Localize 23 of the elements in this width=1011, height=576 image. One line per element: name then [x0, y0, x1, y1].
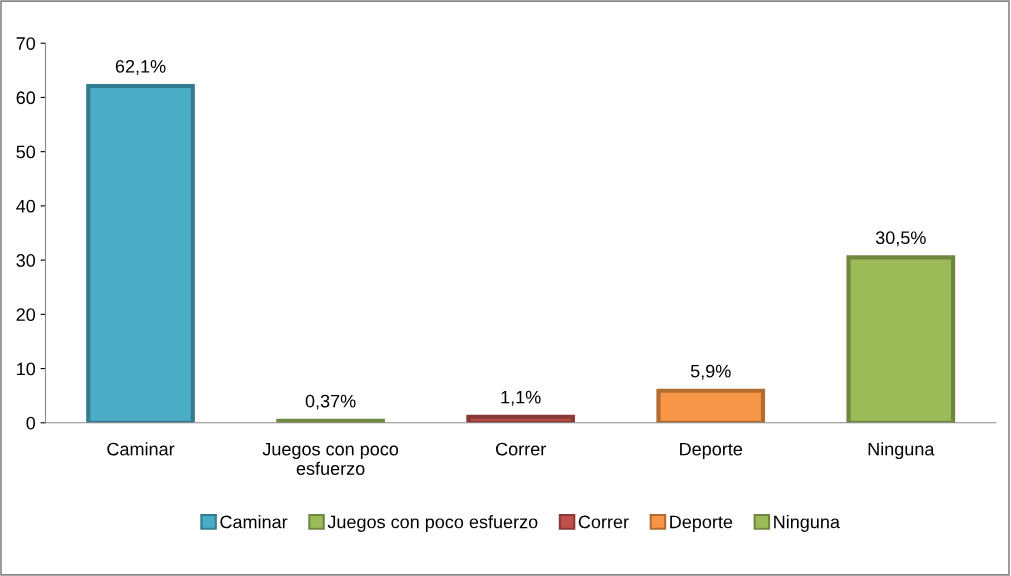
- data-label: 1,1%: [501, 390, 541, 406]
- x-tick-label: Correr: [496, 442, 546, 456]
- y-tick-label: 0: [26, 416, 36, 430]
- x-tick-label: Caminar: [107, 442, 175, 456]
- data-label: 62,1%: [115, 59, 166, 75]
- data-label: 30,5%: [875, 231, 926, 247]
- y-tick-label: 30: [16, 254, 36, 267]
- x-tick-label: Juegos con poco esfuerzo: [262, 442, 399, 475]
- y-tick-label: 40: [16, 199, 36, 213]
- y-tick-label: 10: [17, 362, 36, 376]
- x-tick-label: Deporte: [680, 442, 743, 460]
- data-label: 5,9%: [690, 364, 731, 380]
- data-label: 0,37%: [305, 394, 356, 410]
- y-tick-label: 50: [16, 145, 36, 159]
- y-tick-label: 20: [16, 308, 36, 322]
- legend-label: Deporte: [670, 515, 733, 532]
- x-tick-label: Ninguna: [868, 442, 935, 460]
- y-tick-label: 70: [16, 37, 36, 50]
- y-tick-label: 60: [16, 91, 36, 105]
- legend-label: Ninguna: [774, 515, 840, 532]
- legend-label: Caminar: [220, 515, 288, 529]
- legend-label: Correr: [578, 515, 629, 529]
- legend-label: Juegos con poco esfuerzo: [327, 515, 538, 532]
